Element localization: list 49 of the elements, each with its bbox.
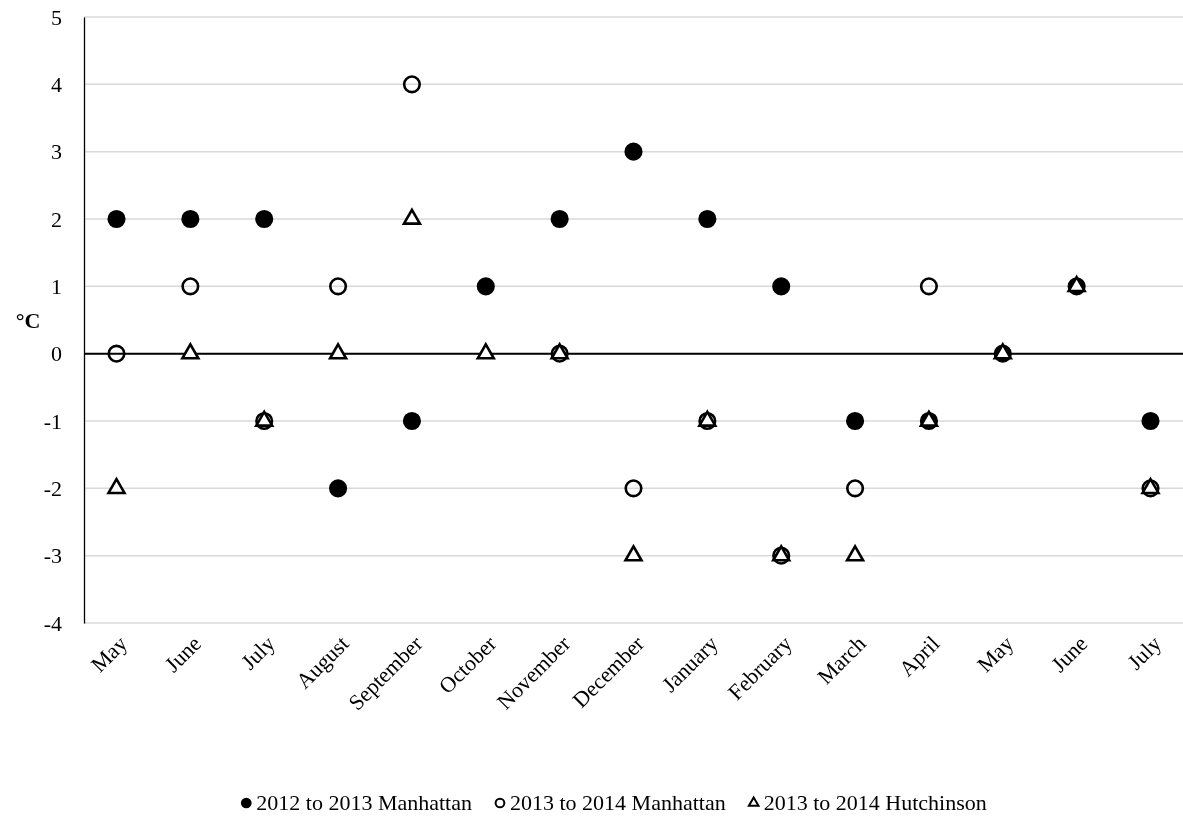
y-tick-label: -4 [43,610,62,636]
y-tick-label: 4 [51,71,62,97]
legend-label: 2013 to 2014 Hutchinson [763,790,987,815]
point [181,277,200,296]
point [698,209,717,229]
point [255,209,274,229]
point [181,343,200,360]
y-tick-label: 2 [51,206,62,232]
x-tick-label: July [1122,630,1167,675]
x-tick-label: June [159,630,206,678]
point [181,209,200,229]
point [550,209,569,229]
point [107,477,126,495]
point [698,411,717,431]
point [254,410,274,427]
point [624,142,643,161]
point [328,343,348,360]
legend-label: 2012 to 2013 Manhattan [256,790,472,815]
y-tick-label: -1 [43,408,62,434]
point [476,343,496,360]
y-tick-label: 3 [51,139,62,165]
x-tick-label: June [1045,630,1093,678]
point [402,411,421,431]
point [328,479,348,498]
point [328,277,348,296]
y-axis-title: °C [15,308,41,333]
point [846,411,865,431]
point [845,545,865,562]
point [107,209,126,229]
x-tick-label: July [236,630,280,675]
y-tick-label: 1 [51,273,62,299]
y-tick-label: -2 [43,475,62,501]
x-tick-label: May [972,630,1019,678]
point [476,277,495,296]
point [624,479,643,498]
point [402,75,421,94]
y-tick-label: -3 [43,543,62,569]
point [107,344,126,363]
y-tick-label: 0 [51,341,62,367]
point [624,545,643,562]
x-tick-label: May [85,630,133,678]
point [772,277,791,296]
point [846,479,865,498]
point [255,411,274,431]
point [1141,411,1160,431]
point [919,277,939,296]
legend-label: 2013 to 2014 Manhattan [509,790,726,815]
y-tick-label: 5 [51,4,62,30]
point [698,410,717,427]
